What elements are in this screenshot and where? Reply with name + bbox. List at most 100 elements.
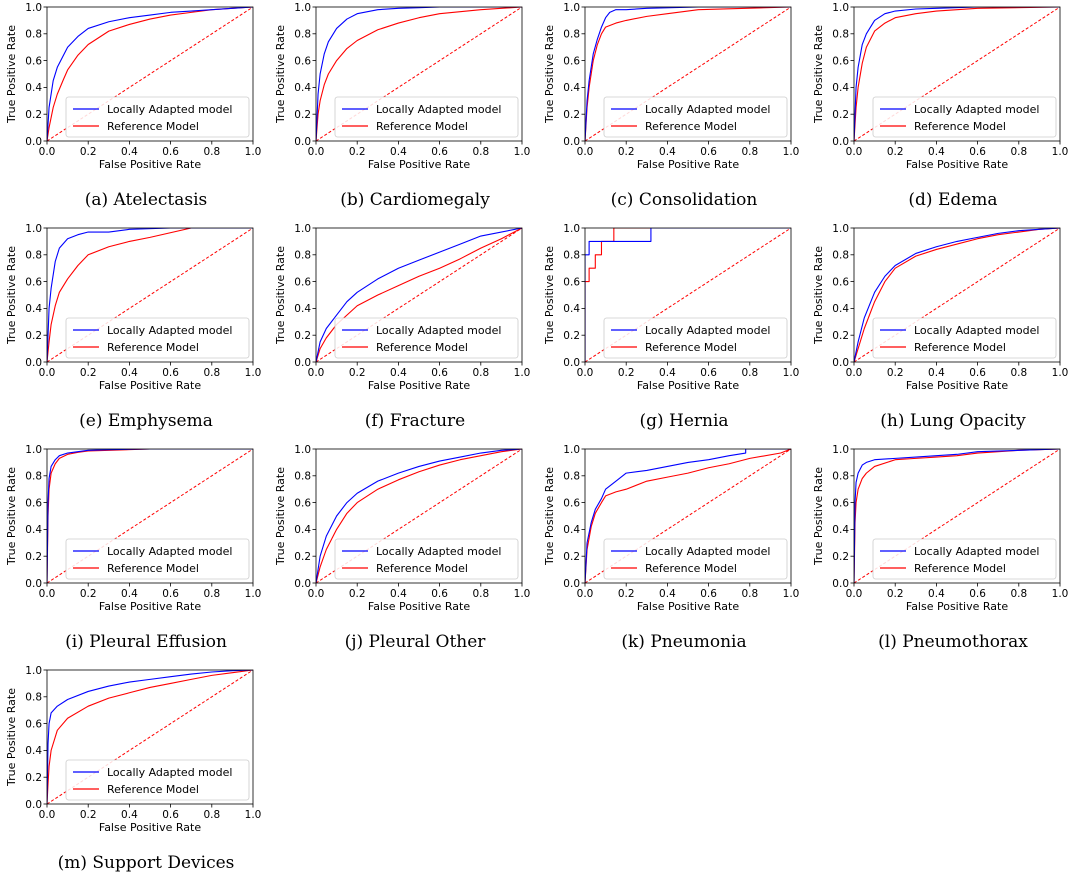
x-axis-label: False Positive Rate <box>99 821 201 834</box>
y-tick-label: 0.8 <box>25 250 42 262</box>
axes-frame <box>315 6 523 142</box>
legend-entry-label: Reference Model <box>645 562 737 575</box>
x-tick-label: 0.4 <box>121 588 138 600</box>
legend: Locally Adapted model Reference Model <box>603 538 788 580</box>
legend-box <box>65 96 250 138</box>
y-tick-label: 1.0 <box>832 444 849 456</box>
y-tick-label: 0.0 <box>832 578 849 590</box>
x-tick-label: 0.2 <box>349 588 366 600</box>
subfigure-caption: (f) Fracture <box>365 411 466 431</box>
y-tick-label: 0.4 <box>25 524 42 536</box>
legend: Locally Adapted model Reference Model <box>334 317 519 359</box>
y-axis-label: True Positive Rate <box>543 246 556 345</box>
y-tick-label: 0.8 <box>294 250 311 262</box>
x-tick-label: 0.8 <box>203 588 220 600</box>
legend-entry-label: Reference Model <box>914 562 1006 575</box>
y-tick-label: 0.2 <box>25 551 42 563</box>
axes-frame <box>584 227 792 363</box>
legend-entry-label: Reference Model <box>107 562 199 575</box>
x-tick-label: 0.4 <box>659 146 676 158</box>
x-tick-label: 1.0 <box>783 146 800 158</box>
y-tick-label: 1.0 <box>832 223 849 235</box>
roc-series-line <box>47 228 253 362</box>
legend-entry-label: Locally Adapted model <box>645 103 770 116</box>
roc-chart: 0.0 0.2 0.4 0.6 0.8 1.0 0.0 0.2 0.4 0.6 0.8 1.0 Fals… <box>812 223 1068 431</box>
x-tick-label: 1.0 <box>514 146 531 158</box>
legend-entry-label: Locally Adapted model <box>376 545 501 558</box>
y-tick-label: 0.0 <box>563 357 580 369</box>
roc-series-line <box>854 228 1060 362</box>
legend-entry-label: Reference Model <box>645 120 737 133</box>
legend-box <box>334 538 519 580</box>
legend-entry-label: Locally Adapted model <box>376 103 501 116</box>
x-tick-label: 0.0 <box>308 146 325 158</box>
roc-series-line <box>316 449 522 583</box>
x-tick-label: 1.0 <box>245 809 262 821</box>
x-tick-label: 0.8 <box>741 367 758 379</box>
y-tick-label: 0.0 <box>294 357 311 369</box>
y-tick-label: 0.2 <box>25 109 42 121</box>
y-tick-label: 0.2 <box>563 551 580 563</box>
y-tick-label: 0.0 <box>25 136 42 148</box>
roc-series-line <box>854 449 1060 583</box>
legend-entry-label: Reference Model <box>645 341 737 354</box>
legend-box <box>334 317 519 359</box>
axes-frame <box>315 227 523 363</box>
legend-entry-label: Reference Model <box>107 120 199 133</box>
y-tick-label: 0.2 <box>832 330 849 342</box>
y-tick-label: 1.0 <box>563 223 580 235</box>
legend: Locally Adapted model Reference Model <box>65 96 250 138</box>
subfigure-caption: (l) Pneumothorax <box>878 632 1028 652</box>
y-tick-label: 0.6 <box>832 497 849 509</box>
y-tick-label: 0.8 <box>563 471 580 483</box>
roc-chart: 0.0 0.2 0.4 0.6 0.8 1.0 0.0 0.2 0.4 0.6 0.8 1.0 Fals… <box>543 444 799 652</box>
legend-entry-label: Reference Model <box>914 341 1006 354</box>
roc-series-line <box>316 7 522 141</box>
roc-chart: 0.0 0.2 0.4 0.6 0.8 1.0 0.0 0.2 0.4 0.6 0.8 1.0 Fals… <box>543 2 799 210</box>
x-tick-label: 0.2 <box>618 367 635 379</box>
x-tick-label: 0.8 <box>741 146 758 158</box>
y-tick-label: 1.0 <box>563 2 580 14</box>
legend: Locally Adapted model Reference Model <box>872 96 1057 138</box>
subfigure-caption: (d) Edema <box>908 190 997 210</box>
y-tick-label: 0.2 <box>832 109 849 121</box>
x-tick-label: 0.6 <box>969 588 986 600</box>
y-tick-label: 0.0 <box>832 357 849 369</box>
roc-series-line <box>316 228 522 362</box>
roc-chart: 0.0 0.2 0.4 0.6 0.8 1.0 0.0 0.2 0.4 0.6 0.8 1.0 Fals… <box>543 223 799 431</box>
x-tick-label: 0.0 <box>39 809 56 821</box>
legend-box <box>603 538 788 580</box>
x-tick-label: 0.2 <box>80 146 97 158</box>
x-tick-label: 0.4 <box>121 367 138 379</box>
legend-entry-label: Reference Model <box>107 783 199 796</box>
x-axis-label: False Positive Rate <box>906 379 1008 392</box>
y-axis-label: True Positive Rate <box>812 467 825 566</box>
x-axis-label: False Positive Rate <box>906 158 1008 171</box>
roc-series-line <box>854 7 1060 141</box>
y-axis-label: True Positive Rate <box>274 246 287 345</box>
subfigure-caption: (j) Pleural Other <box>345 632 487 652</box>
x-tick-label: 0.4 <box>659 588 676 600</box>
roc-series-line <box>585 228 791 362</box>
x-axis-label: False Positive Rate <box>637 600 739 613</box>
legend-entry-label: Locally Adapted model <box>645 545 770 558</box>
roc-series-line <box>47 228 253 362</box>
subfigure-caption: (c) Consolidation <box>611 190 758 210</box>
y-tick-label: 0.8 <box>832 29 849 41</box>
y-tick-label: 0.8 <box>25 692 42 704</box>
y-tick-label: 0.4 <box>25 303 42 315</box>
y-tick-label: 0.4 <box>832 303 849 315</box>
legend-entry-label: Locally Adapted model <box>107 766 232 779</box>
y-tick-label: 1.0 <box>294 223 311 235</box>
y-axis-label: True Positive Rate <box>5 467 18 566</box>
y-axis-label: True Positive Rate <box>543 467 556 566</box>
y-tick-label: 0.6 <box>25 276 42 288</box>
subfigure-caption: (m) Support Devices <box>58 853 235 873</box>
x-tick-label: 0.4 <box>390 367 407 379</box>
x-axis-label: False Positive Rate <box>637 158 739 171</box>
x-tick-label: 0.8 <box>472 367 489 379</box>
y-tick-label: 0.6 <box>563 497 580 509</box>
y-axis-label: True Positive Rate <box>812 25 825 124</box>
y-axis-label: True Positive Rate <box>274 25 287 124</box>
y-tick-label: 0.8 <box>294 471 311 483</box>
